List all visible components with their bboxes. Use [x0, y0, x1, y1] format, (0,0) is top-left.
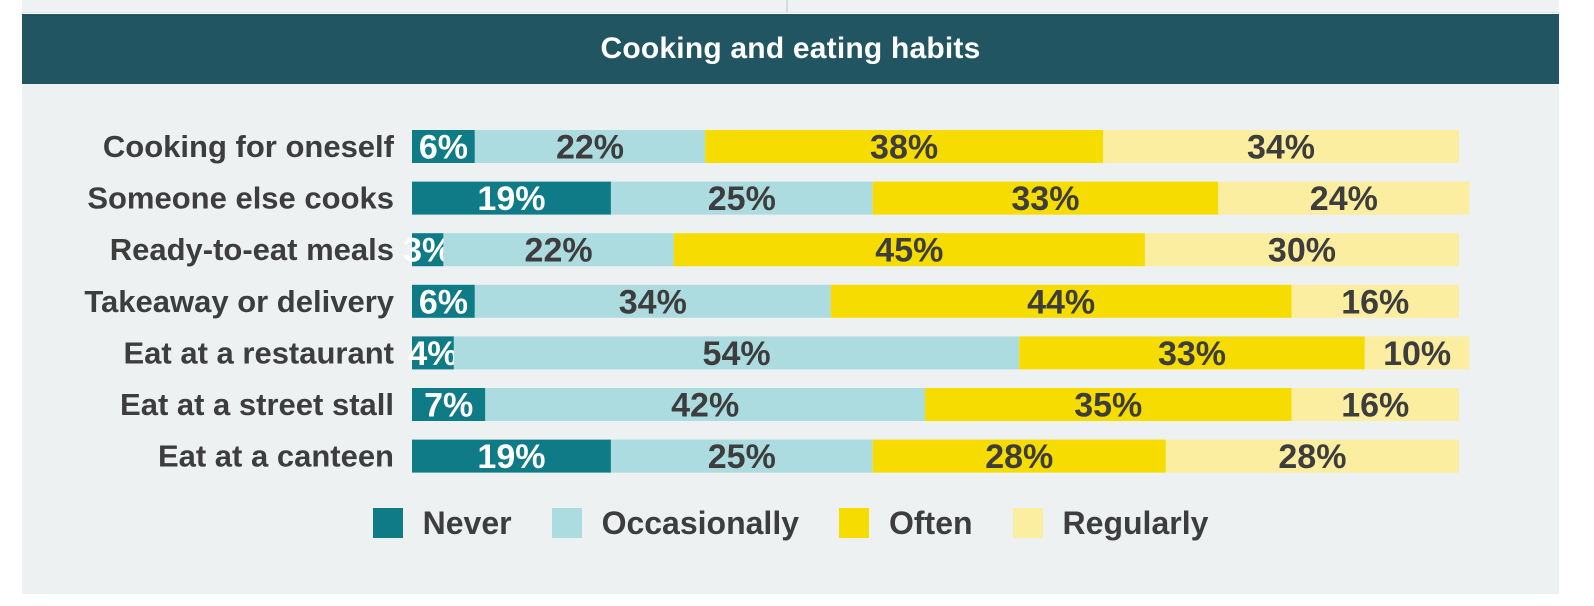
bar-cooking-for-oneself-often: [705, 130, 1104, 163]
legend-item-never: Never: [372, 504, 512, 542]
value-label-takeaway-or-delivery-never: 6%: [419, 283, 468, 321]
value-label-someone-else-cooks-often: 33%: [1011, 180, 1079, 218]
chart-header: Cooking and eating habits: [22, 14, 1559, 84]
bar-ready-to-eat-meals-often: [673, 233, 1145, 267]
bar-someone-else-cooks-never: [412, 181, 611, 215]
value-label-someone-else-cooks-never: 19%: [477, 180, 545, 218]
bar-someone-else-cooks-occasionally: [610, 181, 873, 215]
legend-item-occasionally: Occasionally: [551, 504, 799, 542]
category-label-eat-at-a-canteen: Eat at a canteen: [158, 439, 394, 474]
value-label-eat-at-a-canteen-occasionally: 25%: [708, 438, 776, 476]
bar-ready-to-eat-meals-occasionally: [443, 233, 674, 267]
bar-eat-at-a-restaurant-occasionally: [453, 336, 1020, 370]
value-label-eat-at-a-street-stall-occasionally: 42%: [671, 387, 739, 425]
bar-eat-at-a-street-stall-often: [925, 388, 1292, 421]
bar-takeaway-or-delivery-often: [830, 284, 1292, 318]
chart-legend: Never Occasionally Often Regularly: [22, 501, 1559, 545]
value-label-eat-at-a-restaurant-never: 4%: [408, 335, 457, 373]
legend-swatch-occasionally: [551, 508, 582, 538]
bar-cooking-for-oneself-never: [412, 130, 475, 163]
bar-eat-at-a-canteen-never: [412, 439, 611, 473]
value-label-eat-at-a-restaurant-often: 33%: [1158, 335, 1226, 373]
value-label-ready-to-eat-meals-occasionally: 22%: [525, 232, 593, 270]
category-label-someone-else-cooks: Someone else cooks: [87, 181, 394, 216]
value-label-eat-at-a-canteen-never: 19%: [477, 438, 545, 476]
bar-eat-at-a-restaurant-never: [412, 336, 454, 370]
legend-item-regularly: Regularly: [1012, 504, 1209, 542]
bar-eat-at-a-canteen-regularly: [1165, 439, 1459, 473]
bar-eat-at-a-restaurant-often: [1019, 336, 1365, 370]
top-divider: [786, 0, 788, 12]
bar-eat-at-a-street-stall-regularly: [1291, 388, 1459, 421]
category-label-takeaway-or-delivery: Takeaway or delivery: [84, 284, 394, 319]
value-label-cooking-for-oneself-often: 38%: [870, 129, 938, 167]
value-label-eat-at-a-canteen-often: 28%: [985, 438, 1053, 476]
bar-someone-else-cooks-regularly: [1218, 181, 1470, 215]
legend-label-often: Often: [889, 504, 973, 541]
bar-eat-at-a-street-stall-never: [412, 388, 486, 421]
category-label-eat-at-a-street-stall: Eat at a street stall: [120, 387, 394, 422]
bar-takeaway-or-delivery-regularly: [1291, 284, 1459, 318]
value-label-someone-else-cooks-occasionally: 25%: [708, 180, 776, 218]
legend-swatch-regularly: [1012, 508, 1043, 538]
value-label-cooking-for-oneself-occasionally: 22%: [556, 129, 624, 167]
value-label-takeaway-or-delivery-regularly: 16%: [1341, 283, 1409, 321]
legend-label-occasionally: Occasionally: [601, 504, 799, 541]
value-label-eat-at-a-street-stall-never: 7%: [424, 387, 473, 425]
value-label-eat-at-a-street-stall-often: 35%: [1074, 387, 1142, 425]
legend-swatch-never: [372, 508, 403, 538]
bar-cooking-for-oneself-regularly: [1103, 130, 1459, 163]
stacked-bar-chart: Cooking for oneself 6% 22% 38% 34% Someone el…: [84, 129, 1470, 476]
category-label-ready-to-eat-meals: Ready-to-eat meals: [110, 232, 394, 267]
legend-item-often: Often: [839, 505, 973, 542]
category-label-eat-at-a-restaurant: Eat at a restaurant: [124, 335, 395, 370]
bar-cooking-for-oneself-occasionally: [474, 130, 706, 163]
value-label-takeaway-or-delivery-occasionally: 34%: [619, 283, 687, 321]
legend-swatch-often: [839, 508, 869, 538]
bar-eat-at-a-canteen-occasionally: [610, 439, 873, 473]
value-label-ready-to-eat-meals-regularly: 30%: [1268, 232, 1336, 270]
value-label-eat-at-a-restaurant-occasionally: 54%: [703, 335, 771, 373]
bar-ready-to-eat-meals-never: [412, 233, 444, 267]
value-label-eat-at-a-canteen-regularly: 28%: [1278, 438, 1346, 476]
bar-ready-to-eat-meals-regularly: [1144, 233, 1459, 267]
chart-card: Cooking and eating habits Cooking for on…: [22, 14, 1559, 594]
legend-label-never: Never: [422, 504, 512, 541]
top-strip: [22, 0, 1559, 13]
value-label-eat-at-a-street-stall-regularly: 16%: [1341, 387, 1409, 425]
bar-takeaway-or-delivery-occasionally: [474, 284, 831, 318]
bar-takeaway-or-delivery-never: [412, 284, 475, 318]
bar-eat-at-a-restaurant-regularly: [1364, 336, 1470, 370]
bar-someone-else-cooks-often: [872, 181, 1219, 215]
legend-label-regularly: Regularly: [1062, 504, 1209, 541]
bar-eat-at-a-street-stall-occasionally: [485, 388, 926, 421]
category-label-cooking-for-oneself: Cooking for oneself: [103, 129, 395, 164]
value-label-cooking-for-oneself-regularly: 34%: [1247, 129, 1315, 167]
chart-title: Cooking and eating habits: [600, 32, 981, 65]
value-label-eat-at-a-restaurant-regularly: 10%: [1383, 335, 1451, 373]
value-label-someone-else-cooks-regularly: 24%: [1310, 180, 1378, 218]
value-label-cooking-for-oneself-never: 6%: [419, 129, 468, 167]
bar-eat-at-a-canteen-often: [872, 439, 1166, 473]
value-label-takeaway-or-delivery-often: 44%: [1027, 283, 1095, 321]
value-label-ready-to-eat-meals-often: 45%: [875, 232, 943, 270]
